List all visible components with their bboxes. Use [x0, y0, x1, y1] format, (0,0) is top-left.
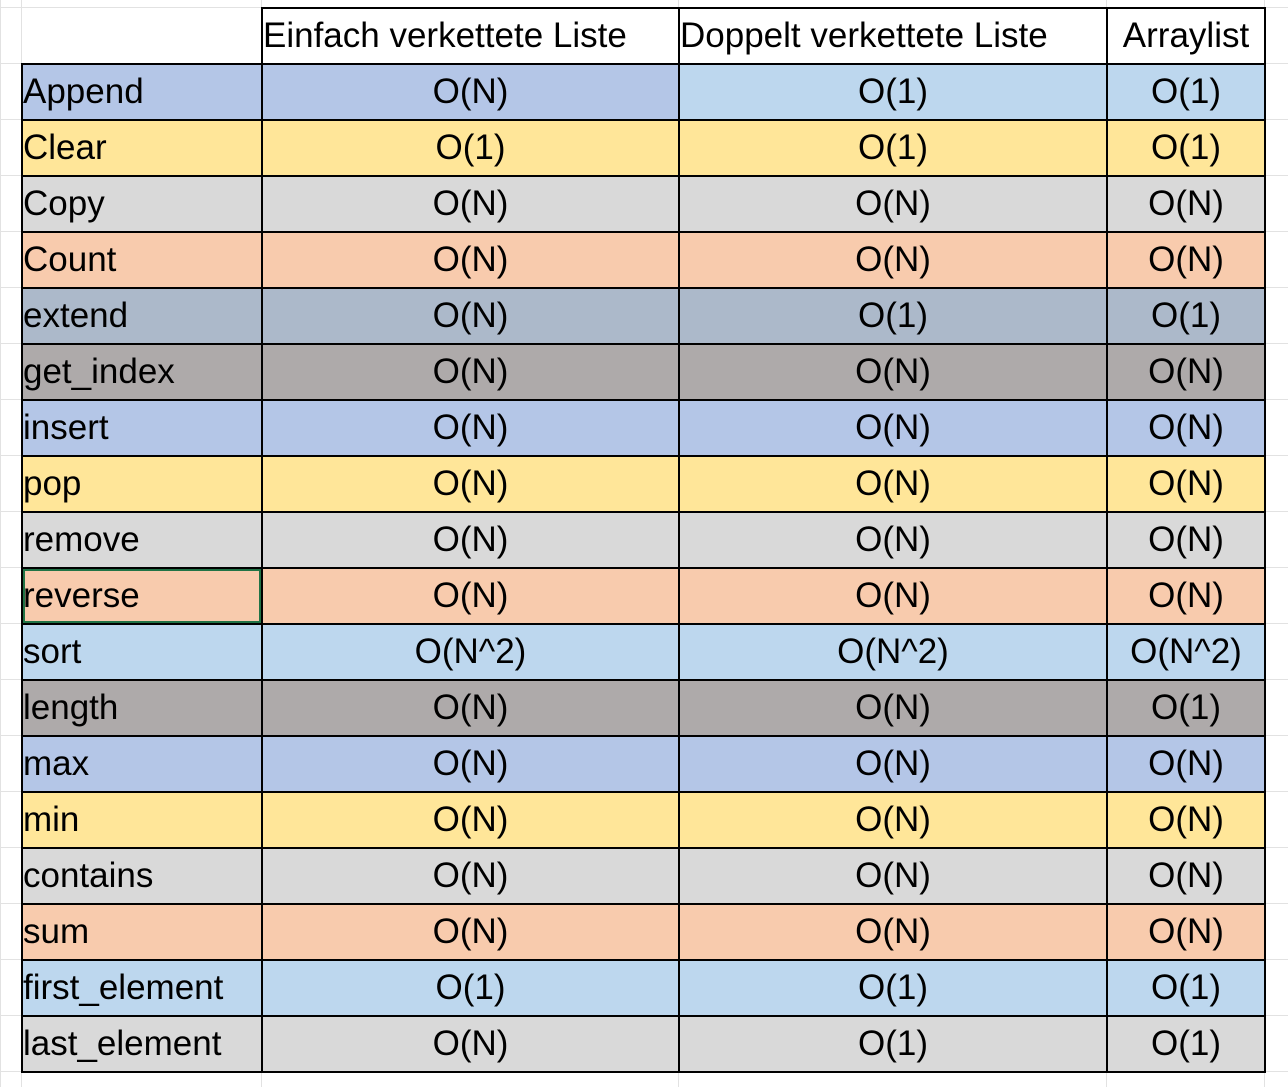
- doppelt-cell[interactable]: O(N): [678, 903, 1108, 961]
- arraylist-cell[interactable]: O(N): [1106, 567, 1266, 625]
- einfach-cell[interactable]: O(N^2): [261, 623, 680, 681]
- operation-cell[interactable]: sum: [21, 903, 263, 961]
- einfach-cell[interactable]: O(1): [261, 119, 680, 177]
- table-row: last_element O(N) O(1) O(1): [21, 1015, 1266, 1073]
- operation-cell[interactable]: Count: [21, 231, 263, 289]
- einfach-cell[interactable]: O(N): [261, 175, 680, 233]
- doppelt-cell[interactable]: O(N): [678, 511, 1108, 569]
- doppelt-cell[interactable]: O(N): [678, 455, 1108, 513]
- einfach-cell[interactable]: O(N): [261, 567, 680, 625]
- einfach-cell[interactable]: O(N): [261, 511, 680, 569]
- doppelt-cell[interactable]: O(N): [678, 343, 1108, 401]
- einfach-cell[interactable]: O(N): [261, 63, 680, 121]
- arraylist-cell[interactable]: O(1): [1106, 959, 1266, 1017]
- table-row: sort O(N^2) O(N^2) O(N^2): [21, 623, 1266, 681]
- operation-cell[interactable]: Append: [21, 63, 263, 121]
- table-row: first_element O(1) O(1) O(1): [21, 959, 1266, 1017]
- einfach-cell[interactable]: O(N): [261, 455, 680, 513]
- arraylist-cell[interactable]: O(N): [1106, 399, 1266, 457]
- einfach-cell[interactable]: O(N): [261, 791, 680, 849]
- einfach-cell[interactable]: O(N): [261, 231, 680, 289]
- table-row: max O(N) O(N) O(N): [21, 735, 1266, 793]
- operation-cell[interactable]: sort: [21, 623, 263, 681]
- einfach-cell[interactable]: O(N): [261, 679, 680, 737]
- arraylist-cell[interactable]: O(1): [1106, 287, 1266, 345]
- arraylist-cell[interactable]: O(N): [1106, 791, 1266, 849]
- header-arraylist[interactable]: Arraylist: [1106, 7, 1266, 65]
- operation-cell[interactable]: Copy: [21, 175, 263, 233]
- table-row: sum O(N) O(N) O(N): [21, 903, 1266, 961]
- operation-cell[interactable]: first_element: [21, 959, 263, 1017]
- table-row: extend O(N) O(1) O(1): [21, 287, 1266, 345]
- arraylist-cell[interactable]: O(1): [1106, 1015, 1266, 1073]
- complexity-table: Einfach verkettete Liste Doppelt verkett…: [21, 7, 1266, 1073]
- arraylist-cell[interactable]: O(1): [1106, 119, 1266, 177]
- header-doppelt-verkettete-liste[interactable]: Doppelt verkettete Liste: [678, 7, 1108, 65]
- doppelt-cell[interactable]: O(N^2): [678, 623, 1108, 681]
- einfach-cell[interactable]: O(N): [261, 399, 680, 457]
- operation-cell[interactable]: insert: [21, 399, 263, 457]
- table-row: Clear O(1) O(1) O(1): [21, 119, 1266, 177]
- doppelt-cell[interactable]: O(N): [678, 791, 1108, 849]
- einfach-cell[interactable]: O(N): [261, 287, 680, 345]
- einfach-cell[interactable]: O(N): [261, 1015, 680, 1073]
- arraylist-cell[interactable]: O(N): [1106, 343, 1266, 401]
- doppelt-cell[interactable]: O(N): [678, 679, 1108, 737]
- table-row: contains O(N) O(N) O(N): [21, 847, 1266, 905]
- table-row: get_index O(N) O(N) O(N): [21, 343, 1266, 401]
- arraylist-cell[interactable]: O(N): [1106, 175, 1266, 233]
- einfach-cell[interactable]: O(N): [261, 847, 680, 905]
- table-row: Count O(N) O(N) O(N): [21, 231, 1266, 289]
- table-row: Copy O(N) O(N) O(N): [21, 175, 1266, 233]
- doppelt-cell[interactable]: O(N): [678, 567, 1108, 625]
- operation-cell[interactable]: pop: [21, 455, 263, 513]
- corner-cell[interactable]: [22, 8, 262, 64]
- arraylist-cell[interactable]: O(N^2): [1106, 623, 1266, 681]
- operation-cell[interactable]: contains: [21, 847, 263, 905]
- einfach-cell[interactable]: O(N): [261, 903, 680, 961]
- arraylist-cell[interactable]: O(N): [1106, 735, 1266, 793]
- operation-cell[interactable]: extend: [21, 287, 263, 345]
- table-row: min O(N) O(N) O(N): [21, 791, 1266, 849]
- arraylist-cell[interactable]: O(N): [1106, 231, 1266, 289]
- einfach-cell[interactable]: O(N): [261, 735, 680, 793]
- table-row: pop O(N) O(N) O(N): [21, 455, 1266, 513]
- operation-cell[interactable]: min: [21, 791, 263, 849]
- arraylist-cell[interactable]: O(N): [1106, 511, 1266, 569]
- arraylist-cell[interactable]: O(N): [1106, 847, 1266, 905]
- operation-cell[interactable]: Clear: [21, 119, 263, 177]
- operation-cell-selected[interactable]: reverse: [21, 567, 263, 625]
- doppelt-cell[interactable]: O(N): [678, 847, 1108, 905]
- table-row: Append O(N) O(1) O(1): [21, 63, 1266, 121]
- arraylist-cell[interactable]: O(N): [1106, 455, 1266, 513]
- arraylist-cell[interactable]: O(N): [1106, 903, 1266, 961]
- table-row: insert O(N) O(N) O(N): [21, 399, 1266, 457]
- einfach-cell[interactable]: O(N): [261, 343, 680, 401]
- operation-cell[interactable]: length: [21, 679, 263, 737]
- doppelt-cell[interactable]: O(N): [678, 175, 1108, 233]
- operation-cell[interactable]: last_element: [21, 1015, 263, 1073]
- table-row: reverse O(N) O(N) O(N): [21, 567, 1266, 625]
- operation-cell[interactable]: max: [21, 735, 263, 793]
- doppelt-cell[interactable]: O(N): [678, 399, 1108, 457]
- operation-cell[interactable]: get_index: [21, 343, 263, 401]
- table-row: length O(N) O(N) O(1): [21, 679, 1266, 737]
- doppelt-cell[interactable]: O(N): [678, 735, 1108, 793]
- arraylist-cell[interactable]: O(1): [1106, 679, 1266, 737]
- arraylist-cell[interactable]: O(1): [1106, 63, 1266, 121]
- header-row: Einfach verkettete Liste Doppelt verkett…: [22, 7, 1266, 65]
- table-row: remove O(N) O(N) O(N): [21, 511, 1266, 569]
- doppelt-cell[interactable]: O(N): [678, 231, 1108, 289]
- einfach-cell[interactable]: O(1): [261, 959, 680, 1017]
- header-einfach-verkettete-liste[interactable]: Einfach verkettete Liste: [261, 7, 680, 65]
- doppelt-cell[interactable]: O(1): [678, 63, 1108, 121]
- doppelt-cell[interactable]: O(1): [678, 119, 1108, 177]
- operation-cell[interactable]: remove: [21, 511, 263, 569]
- doppelt-cell[interactable]: O(1): [678, 287, 1108, 345]
- doppelt-cell[interactable]: O(1): [678, 1015, 1108, 1073]
- doppelt-cell[interactable]: O(1): [678, 959, 1108, 1017]
